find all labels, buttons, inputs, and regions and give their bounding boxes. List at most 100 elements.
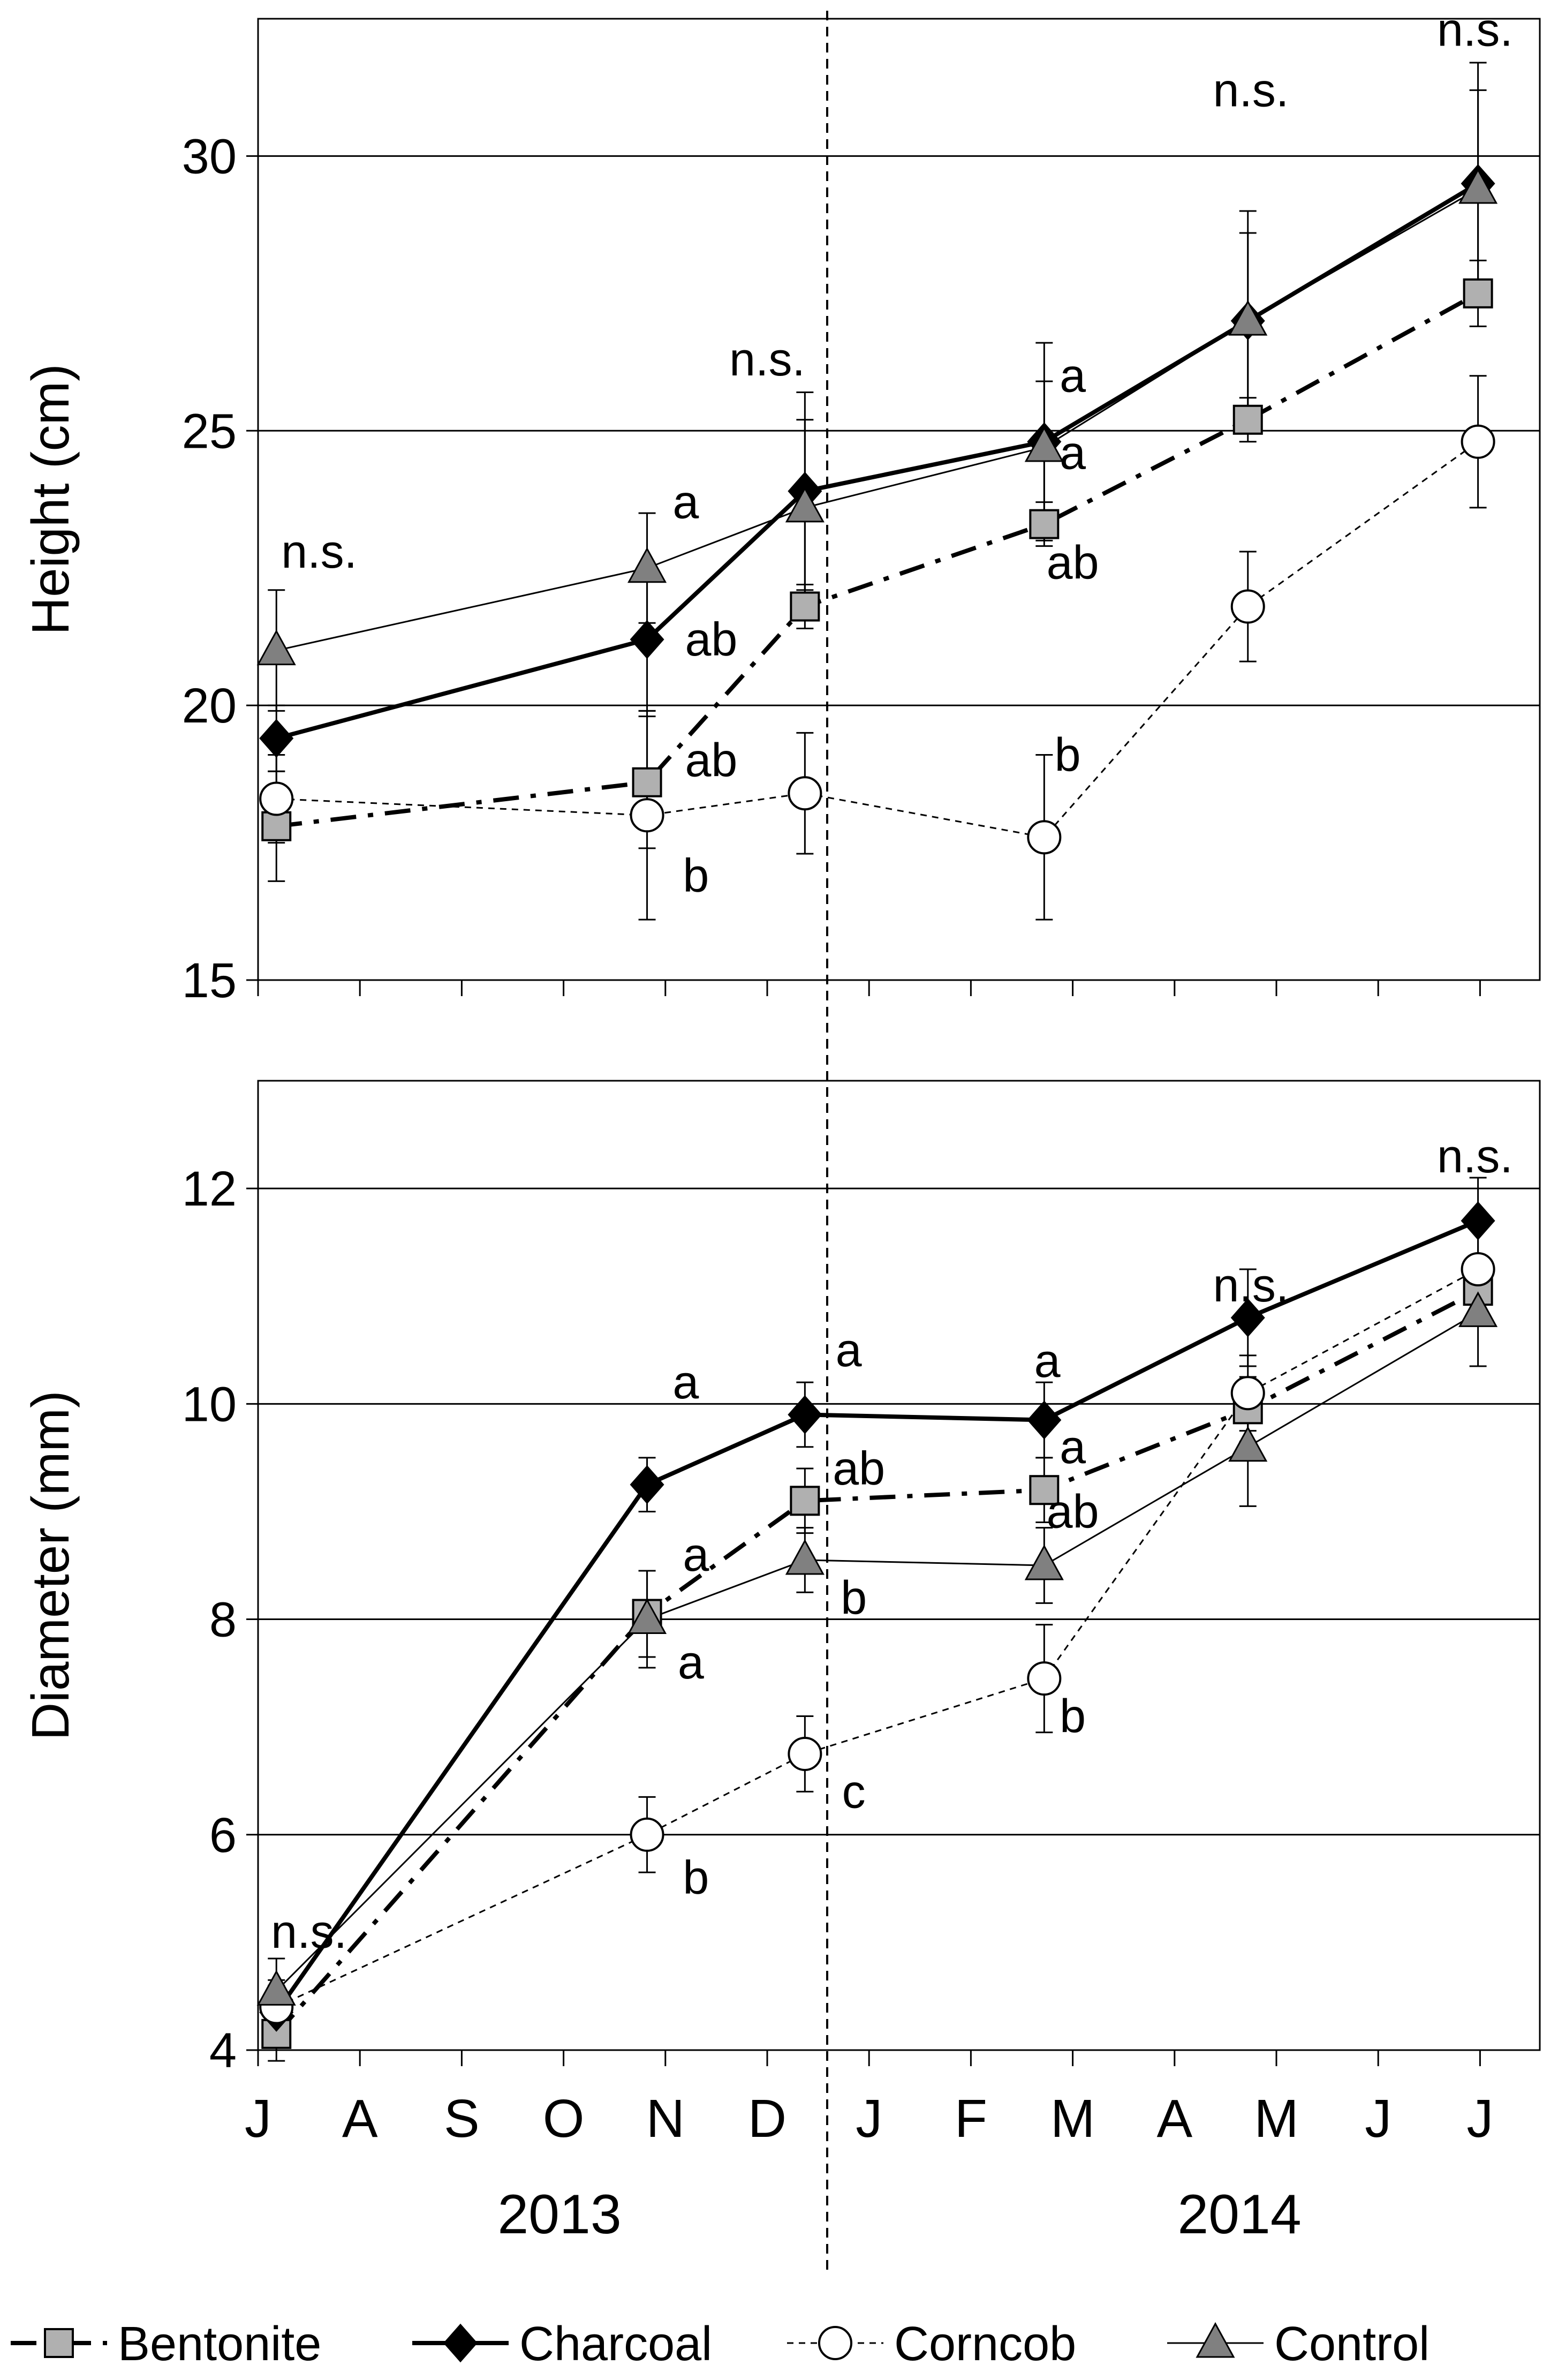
diameter-significance-label: b — [841, 1571, 867, 1624]
height-bentonite-point — [1232, 404, 1263, 435]
legend: Bentonite Charcoal Corncob Control — [11, 2317, 1430, 2371]
height-charcoal-point — [259, 719, 294, 758]
legend-item-charcoal: Charcoal — [412, 2317, 712, 2371]
diameter-significance-label: a — [1060, 1420, 1086, 1473]
diameter-corncob-point — [1027, 1661, 1062, 1696]
legend-item-control: Control — [1167, 2317, 1430, 2371]
diameter-charcoal-point — [1461, 1201, 1495, 1240]
height-significance-label: n.s. — [729, 333, 805, 386]
height-control-line — [276, 188, 1479, 652]
diameter-bentonite-line — [275, 1289, 1479, 2036]
month-label: J — [856, 2089, 882, 2149]
height-bentonite-point — [1463, 278, 1493, 308]
height-ytick-label: 25 — [182, 404, 237, 458]
month-label: J — [1466, 2089, 1493, 2149]
height-corncob-point — [788, 776, 822, 811]
diameter-significance-label: a — [1034, 1334, 1061, 1387]
legend-label-corncob: Corncob — [894, 2317, 1076, 2371]
height-corncob-point — [1027, 820, 1062, 855]
diameter-significance-label: n.s. — [271, 1905, 347, 1958]
height-control-point — [1024, 426, 1064, 462]
diameter-corncob-point — [1230, 1376, 1265, 1411]
height-corncob-point — [259, 781, 294, 816]
legend-item-bentonite: Bentonite — [11, 2317, 321, 2371]
height-significance-label: n.s. — [1437, 3, 1513, 56]
diameter-significance-label: a — [836, 1323, 862, 1376]
diameter-control-point — [1458, 1291, 1498, 1327]
diameter-significance-label: a — [683, 1528, 709, 1581]
legend-item-corncob: Corncob — [787, 2317, 1076, 2371]
diameter-ytick-label: 10 — [182, 1377, 237, 1432]
height-ytick-label: 30 — [182, 129, 237, 184]
year-label: 2014 — [1177, 2183, 1301, 2246]
diameter-frame — [257, 1080, 1541, 2051]
height-ytick-label: 15 — [182, 953, 237, 1008]
height-control-point — [785, 486, 825, 523]
month-label: A — [1156, 2089, 1192, 2149]
diameter-bentonite-point — [1029, 1475, 1060, 1505]
legend-marker-charcoal — [443, 2323, 478, 2363]
month-label: D — [748, 2089, 786, 2149]
diameter-ytick-label: 8 — [209, 1593, 237, 1647]
diameter-charcoal-point — [1230, 1298, 1265, 1337]
height-corncob-point — [1230, 589, 1265, 624]
height-significance-label: n.s. — [1213, 63, 1289, 116]
month-label: A — [342, 2089, 378, 2149]
diameter-control-line — [276, 1312, 1479, 1992]
height-control-point — [1458, 168, 1498, 204]
diameter-corncob-point — [788, 1736, 822, 1771]
height-bentonite-point — [1029, 509, 1060, 539]
legend-label-charcoal: Charcoal — [519, 2317, 712, 2371]
height-significance-label: b — [1055, 728, 1081, 781]
diameter-control-point — [1024, 1544, 1064, 1580]
diameter-charcoal-point — [1027, 1400, 1062, 1440]
month-label: M — [1050, 2089, 1095, 2149]
height-control-point — [256, 629, 296, 666]
diameter-significance-label: b — [683, 1851, 709, 1904]
height-frame — [257, 18, 1541, 981]
diameter-control-point — [256, 1970, 296, 2006]
legend-marker-corncob — [818, 2326, 852, 2360]
diameter-ytick-label: 4 — [209, 2023, 237, 2078]
height-control-point — [627, 547, 667, 583]
height-significance-label: ab — [1047, 536, 1099, 589]
diameter-significance-label: a — [672, 1355, 699, 1409]
month-axis: J A S O N D J F M A M J J 2013 2014 — [245, 2089, 1493, 2246]
month-label: J — [1365, 2089, 1391, 2149]
diameter-significance-label: ab — [1047, 1485, 1099, 1538]
height-significance-label: ab — [685, 613, 737, 666]
diameter-corncob-point — [1461, 1252, 1495, 1286]
diameter-charcoal-point — [788, 1395, 822, 1434]
diameter-significance-label: a — [678, 1636, 704, 1689]
month-label: N — [646, 2089, 685, 2149]
month-label: O — [543, 2089, 585, 2149]
month-label: J — [245, 2089, 271, 2149]
height-significance-label: a — [672, 476, 699, 529]
height-significance-label: n.s. — [281, 525, 357, 578]
height-significance-label: a — [1060, 349, 1086, 402]
diameter-significance-label: ab — [833, 1442, 885, 1495]
month-label: S — [444, 2089, 480, 2149]
height-significance-label: ab — [685, 734, 737, 787]
diameter-ytick-label: 12 — [182, 1162, 237, 1216]
diameter-control-point — [785, 1539, 825, 1575]
height-bentonite-point — [261, 811, 292, 841]
diameter-axis-title: Diameter (mm) — [21, 1390, 80, 1740]
height-axis-title: Height (cm) — [21, 364, 80, 635]
height-corncob-point — [1461, 424, 1495, 459]
legend-label-bentonite: Bentonite — [118, 2317, 321, 2371]
diameter-significance-label: n.s. — [1213, 1259, 1289, 1312]
height-ytick-label: 20 — [182, 679, 237, 733]
legend-marker-bentonite — [44, 2328, 74, 2358]
legend-label-control: Control — [1274, 2317, 1430, 2371]
height-charcoal-line — [276, 182, 1479, 741]
diameter-charcoal-line — [274, 1218, 1479, 2014]
diameter-ytick-label: 6 — [209, 1808, 237, 1863]
month-label: M — [1254, 2089, 1298, 2149]
height-bentonite-point — [632, 767, 662, 797]
height-corncob-line — [276, 441, 1479, 838]
diameter-corncob-line — [276, 1268, 1479, 2008]
height-bentonite-line — [276, 291, 1479, 829]
